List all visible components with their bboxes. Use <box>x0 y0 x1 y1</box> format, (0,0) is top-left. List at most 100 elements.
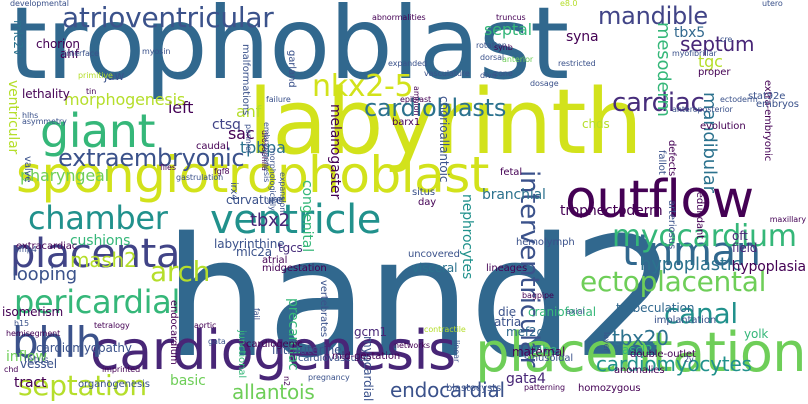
word-labyrinthine: labyrinthine <box>214 237 285 251</box>
word-proper: proper <box>698 67 731 78</box>
word-cardiogenesis: cardiogenesis <box>90 319 456 382</box>
word-homozygous: homozygous <box>578 383 641 394</box>
word-myocardial: myocardial <box>361 336 375 402</box>
word-melanogaster: melanogaster <box>327 104 343 200</box>
word-vessel: vessel <box>20 357 57 371</box>
word-congenital: congenital <box>299 180 315 252</box>
word-div6: div6 <box>480 71 497 80</box>
word-dosage: dosage <box>530 79 559 88</box>
word-canal: canal <box>664 297 738 330</box>
word-extracardiac: extracardiac <box>16 241 78 252</box>
word-anomalies: anomalies <box>614 365 665 376</box>
word-tbx20: tbx20 <box>612 326 669 350</box>
word-giant: giant <box>40 104 156 158</box>
word-networks: networks <box>394 341 431 350</box>
word-linear: linear <box>452 340 461 363</box>
word-amnion: amnion <box>412 86 421 116</box>
word-pericardial: pericardial <box>14 283 181 321</box>
word-blastocysts: blastocysts <box>446 383 502 394</box>
word-hypoplasia: hypoplasia <box>731 259 806 275</box>
word-cardiovascular: cardiovascular <box>298 353 370 364</box>
word-myofibrillar: myofibrillar <box>672 49 717 58</box>
word-tract: tract <box>14 375 47 391</box>
word-placentation: placentation <box>475 321 806 384</box>
word-tetralogy: tetralogy <box>94 321 130 330</box>
word-allantois: allantois <box>232 380 315 404</box>
word-cardioblasts: cardioblasts <box>364 94 507 122</box>
word-mlc2a: mlc2a <box>236 245 273 259</box>
word-pharyngeal: pharyngeal <box>20 166 109 185</box>
word-expanded: expanded <box>388 59 428 68</box>
word-abnormalities: abnormalities <box>372 13 426 22</box>
word-dorsal: dorsal <box>480 53 505 62</box>
word-ahf: ahf <box>60 47 79 61</box>
word-labyrinth: labyrinth <box>248 70 643 175</box>
word-aortic: aortic <box>194 321 217 330</box>
word-arteriosus: arteriosus <box>666 200 677 250</box>
word-fetal: fetal <box>500 167 523 178</box>
word-utero: utero <box>762 0 783 8</box>
word-mesoderm: mesoderm <box>653 22 674 117</box>
word-malformations: malformations <box>240 44 251 116</box>
word-fail: fail <box>252 308 261 320</box>
word-jaw: jaw <box>104 69 125 83</box>
word-synb: synb <box>494 43 513 52</box>
word-precardiac: precardiac <box>285 298 301 371</box>
word-fgf8: fgf8 <box>214 167 230 176</box>
word-primitive: primitive <box>78 71 113 80</box>
word-barx1: barx1 <box>392 117 421 128</box>
word-tbx5: tbx5 <box>674 25 706 41</box>
word-ectoderm: ectoderm <box>720 95 758 104</box>
word-truncus: truncus <box>496 13 526 22</box>
word-developmental: developmental <box>10 0 69 8</box>
word-outflow: outflow <box>565 170 754 230</box>
word-midgestation: midgestation <box>262 263 327 274</box>
word-embryogenesis: embryogenesis <box>262 122 271 183</box>
word-tin: tin <box>86 87 97 96</box>
word-nkx2-5: nkx2-5 <box>312 69 414 104</box>
word-intrauterine: intrauterine <box>272 343 342 357</box>
word-tpbpa: tpbpa <box>240 138 286 157</box>
word-cushions: cushions <box>70 233 131 249</box>
word-bhlh: bhlh <box>12 318 102 367</box>
word-hemolymph: hemolymph <box>516 237 575 248</box>
word-tgc: tgc <box>698 52 723 71</box>
word-mandible: mandible <box>598 2 708 30</box>
word-bmp4: bmp4 <box>14 245 37 254</box>
word-tbx2: tbx2 <box>250 210 290 231</box>
word-gcm1: gcm1 <box>354 325 388 339</box>
word-curvature: curvature <box>226 193 283 207</box>
word-day: day <box>418 197 437 208</box>
word-extraembryonic: extraembryonic <box>58 144 245 172</box>
word-contractile: contractile <box>424 325 466 334</box>
word-garland: garland <box>286 50 297 88</box>
word-junctional: junctional <box>236 330 247 379</box>
word-evolution: evolution <box>700 121 746 132</box>
word-looping: looping <box>12 264 78 285</box>
word-hlhs: hlhs <box>22 111 39 120</box>
word-drosophila: drosophila <box>260 130 269 171</box>
word-axial: axial <box>566 307 585 316</box>
word-maxillary: maxillary <box>769 215 806 224</box>
word-ctsq: ctsq <box>212 117 241 133</box>
word-implantation: implantation <box>654 315 717 326</box>
word-epiblast: epiblast <box>400 95 432 104</box>
word-valve: valve <box>22 156 33 183</box>
word-gata: gata <box>208 337 226 346</box>
word-cardiomyocytes: cardiomyocytes <box>596 352 752 376</box>
word-cardiomyopathy: cardiomyopathy <box>36 341 132 355</box>
word-gata4: gata4 <box>506 371 546 387</box>
word-tgcs: tgcs <box>278 241 303 255</box>
word-restricted: restricted <box>558 59 596 68</box>
word-interface: interface <box>64 49 99 58</box>
word-lethality: lethality <box>22 87 70 101</box>
word-morphologically: morphologically <box>268 148 277 211</box>
word-ventricular: ventricular <box>5 80 21 155</box>
word-mandibular: mandibular <box>699 92 720 193</box>
word-failure: failure <box>266 95 291 104</box>
word-left: left <box>168 98 194 117</box>
word-extra-embryonic: extra-embryonic <box>762 80 773 162</box>
word-lineages: lineages <box>486 263 528 274</box>
word-cre: cre <box>720 35 733 44</box>
